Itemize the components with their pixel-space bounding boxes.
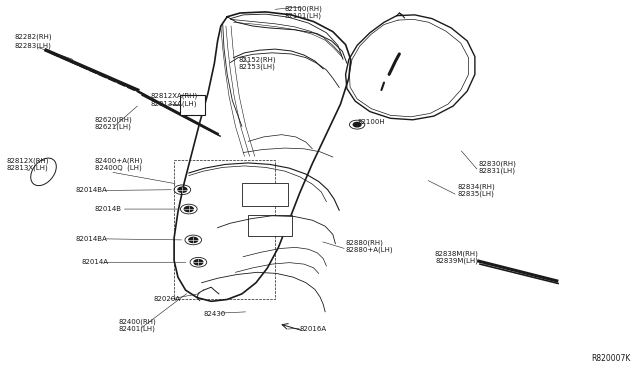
Text: 82813XA(LH): 82813XA(LH) [150, 101, 197, 108]
Circle shape [184, 206, 193, 212]
Text: 82835(LH): 82835(LH) [458, 191, 495, 198]
Text: 82400+A(RH): 82400+A(RH) [95, 157, 143, 164]
Text: 82282(RH): 82282(RH) [14, 34, 52, 41]
Text: 82400Q  (LH): 82400Q (LH) [95, 165, 141, 171]
Text: 82621(LH): 82621(LH) [95, 124, 132, 131]
Text: 82014B: 82014B [95, 206, 122, 212]
Text: R820007K: R820007K [591, 354, 630, 363]
Text: 82812X(RH): 82812X(RH) [6, 157, 49, 164]
Text: 82020A: 82020A [154, 296, 180, 302]
Text: 82152(RH): 82152(RH) [238, 56, 276, 63]
Text: 82014BA: 82014BA [76, 236, 108, 242]
Text: 82620(RH): 82620(RH) [95, 116, 132, 123]
Text: 82812XA(RH): 82812XA(RH) [150, 93, 198, 99]
Text: 82014A: 82014A [82, 259, 109, 265]
Text: 82880(RH): 82880(RH) [346, 239, 383, 246]
Text: 82016A: 82016A [300, 326, 326, 332]
Circle shape [189, 237, 198, 243]
Text: 82153(LH): 82153(LH) [238, 64, 275, 70]
FancyBboxPatch shape [248, 215, 292, 236]
Circle shape [178, 187, 187, 192]
Text: 82838M(RH): 82838M(RH) [435, 250, 479, 257]
Text: 82813X(LH): 82813X(LH) [6, 165, 48, 171]
Text: 82400(RH): 82400(RH) [118, 318, 156, 325]
Text: 82831(LH): 82831(LH) [479, 168, 516, 174]
Ellipse shape [31, 158, 56, 186]
Text: 82880+A(LH): 82880+A(LH) [346, 247, 393, 253]
Text: 82430: 82430 [204, 311, 226, 317]
Text: 82283(LH): 82283(LH) [14, 42, 51, 49]
Text: 82014BA: 82014BA [76, 187, 108, 193]
Text: 82401(LH): 82401(LH) [118, 326, 156, 333]
Circle shape [353, 122, 361, 127]
Text: 82839M(LH): 82839M(LH) [436, 258, 479, 264]
Bar [180, 95, 205, 115]
Circle shape [194, 260, 203, 265]
FancyBboxPatch shape [242, 183, 288, 206]
Text: 82834(RH): 82834(RH) [458, 183, 495, 190]
Text: 82100(RH): 82100(RH) [285, 6, 323, 12]
Text: 82100H: 82100H [357, 119, 385, 125]
Text: 82830(RH): 82830(RH) [479, 160, 516, 167]
Text: 82101(LH): 82101(LH) [285, 12, 322, 19]
